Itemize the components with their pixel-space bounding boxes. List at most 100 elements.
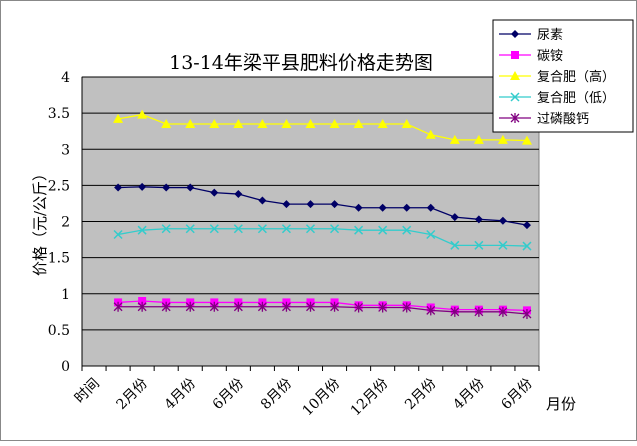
y-tick-label: 4 [61,70,70,86]
y-tick-label: 3 [61,142,70,158]
x-tick-label: 12月份 [348,376,392,420]
legend-entry: 碳铵 [537,49,563,64]
data-point-star [185,301,195,312]
series-line [117,113,527,142]
series-3 [113,224,532,251]
data-point-diamond [210,188,219,197]
data-point-x [161,224,171,234]
data-point-triangle [257,118,268,128]
data-point-star [113,301,123,312]
x-tick-label: 4月份 [450,376,487,413]
data-point-triangle [521,135,532,145]
data-point-diamond [498,216,507,225]
data-point-diamond [306,200,315,209]
data-point-diamond [282,200,291,209]
data-point-diamond [162,183,171,192]
y-tick-label: 1.5 [48,251,70,267]
series-line [118,186,528,226]
data-point-star [137,301,147,312]
x-axis-label: 月份 [546,395,576,413]
data-point-diamond [450,213,459,222]
data-point-triangle [281,118,292,128]
series-4 [113,301,532,319]
data-point-triangle [209,118,220,128]
data-point-triangle [113,113,124,123]
y-tick-label: 3.5 [48,106,70,122]
data-point-x [426,229,436,240]
data-point-x [113,229,123,240]
data-point-triangle [329,118,340,128]
x-tick-label: 2月份 [114,376,151,413]
data-point-triangle [449,134,460,144]
data-point-x [498,240,508,250]
data-point-x [281,224,291,234]
data-point-triangle [185,118,196,128]
data-point-star [378,302,388,313]
legend-entry: 复合肥（低） [537,91,615,106]
x-tick-label: 10月份 [300,376,344,420]
y-tick-label: 0.5 [48,323,70,339]
data-point-diamond [258,196,267,205]
series-2 [113,109,532,145]
y-tick-label: 2 [61,215,70,231]
y-tick-label: 0 [61,359,70,375]
x-tick-label: 时间 [72,376,103,407]
data-point-star [330,301,340,312]
data-point-x [233,224,243,234]
data-point-star [161,301,171,312]
data-point-x [185,224,195,234]
data-point-triangle [497,134,508,144]
series-0 [114,182,531,230]
data-point-x [330,224,340,234]
x-tick-label: 2月份 [402,376,439,413]
data-point-diamond [114,183,123,192]
series-line [117,228,527,247]
y-tick-label: 1 [61,287,70,303]
data-point-star [257,301,267,312]
data-point-x [137,225,147,235]
data-point-triangle [353,118,364,128]
data-point-triangle [377,118,388,128]
data-point-triangle [161,118,172,128]
x-tick-label: 6月份 [498,376,535,413]
data-point-star [233,301,243,312]
data-point-x [522,241,532,251]
data-point-x [510,92,520,102]
x-tick-label: 4月份 [162,376,199,413]
data-point-star [354,302,364,313]
data-point-triangle [137,109,148,119]
data-point-star [474,306,484,317]
series-line [118,306,528,315]
data-point-triangle [425,129,436,139]
data-point-star [306,301,315,312]
data-point-diamond [426,203,435,212]
data-point-star [522,308,532,319]
data-point-triangle [473,134,484,144]
data-point-square [138,296,147,305]
data-point-x [402,225,412,235]
y-tick-label: 2.5 [48,178,70,194]
legend-entry: 复合肥（高） [537,69,615,85]
data-point-diamond [330,200,339,209]
legend-entry: 尿素 [537,28,563,43]
data-point-star [281,301,291,312]
data-point-x [474,240,484,250]
data-point-x [209,224,219,234]
data-point-triangle [510,71,520,80]
data-point-square [511,51,519,59]
data-point-triangle [233,118,244,128]
data-point-diamond [474,215,483,224]
data-point-x [450,240,460,250]
data-point-x [257,224,267,234]
data-point-diamond [354,203,363,212]
data-point-x [305,224,316,234]
y-axis-label: 价格（元/公斤） [31,166,49,276]
data-point-diamond [234,190,243,199]
data-point-diamond [186,183,195,192]
data-point-diamond [522,221,531,230]
data-point-star [510,113,520,123]
data-point-star [402,302,412,313]
data-point-star [498,306,508,317]
